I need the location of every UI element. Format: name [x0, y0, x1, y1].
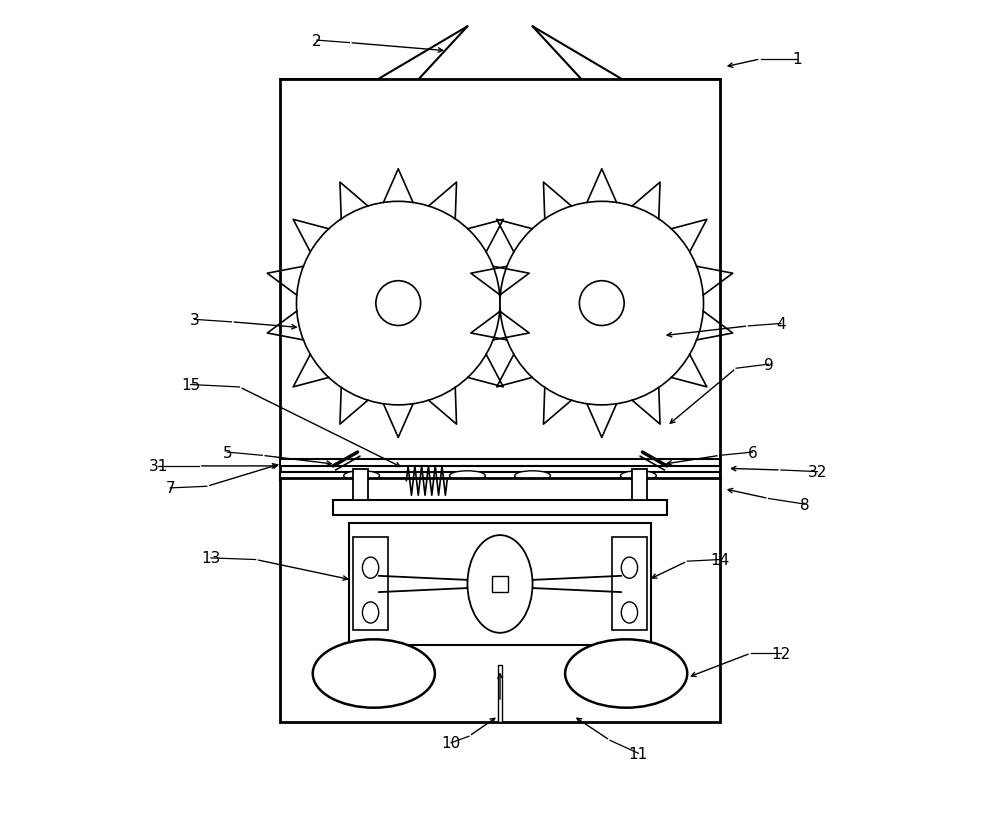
Ellipse shape — [621, 557, 638, 579]
Ellipse shape — [376, 281, 421, 326]
Ellipse shape — [467, 535, 533, 633]
Text: 11: 11 — [629, 746, 648, 761]
Ellipse shape — [450, 471, 485, 481]
Text: 1: 1 — [792, 52, 802, 67]
Ellipse shape — [621, 602, 638, 624]
Ellipse shape — [565, 639, 687, 708]
Text: 14: 14 — [710, 552, 729, 567]
Bar — [280, 479, 720, 723]
Text: 8: 8 — [800, 497, 810, 512]
Bar — [280, 460, 720, 466]
Text: 12: 12 — [771, 646, 790, 661]
Text: 6: 6 — [747, 445, 757, 460]
Bar — [280, 472, 720, 480]
Bar — [632, 470, 647, 500]
Text: 9: 9 — [764, 357, 774, 372]
Bar — [333, 500, 667, 515]
Ellipse shape — [620, 471, 656, 481]
Ellipse shape — [579, 281, 624, 326]
Text: 31: 31 — [148, 459, 168, 474]
Bar — [492, 576, 508, 592]
Text: 5: 5 — [222, 445, 232, 460]
Ellipse shape — [313, 639, 435, 708]
Ellipse shape — [515, 471, 550, 481]
Ellipse shape — [344, 471, 380, 481]
Text: 10: 10 — [442, 735, 461, 750]
Text: 15: 15 — [181, 378, 200, 393]
Bar — [612, 537, 647, 631]
Bar — [353, 537, 388, 631]
Bar — [498, 666, 502, 723]
Bar — [280, 80, 720, 479]
Ellipse shape — [500, 202, 704, 405]
Bar — [353, 470, 368, 500]
Bar — [349, 523, 651, 645]
Ellipse shape — [296, 202, 500, 405]
Text: 32: 32 — [808, 465, 827, 480]
Ellipse shape — [362, 602, 379, 624]
Text: 13: 13 — [201, 551, 221, 566]
Text: 7: 7 — [165, 480, 175, 496]
Text: 4: 4 — [776, 317, 786, 332]
Text: 3: 3 — [190, 313, 200, 327]
Ellipse shape — [362, 557, 379, 579]
Text: 2: 2 — [312, 34, 322, 49]
